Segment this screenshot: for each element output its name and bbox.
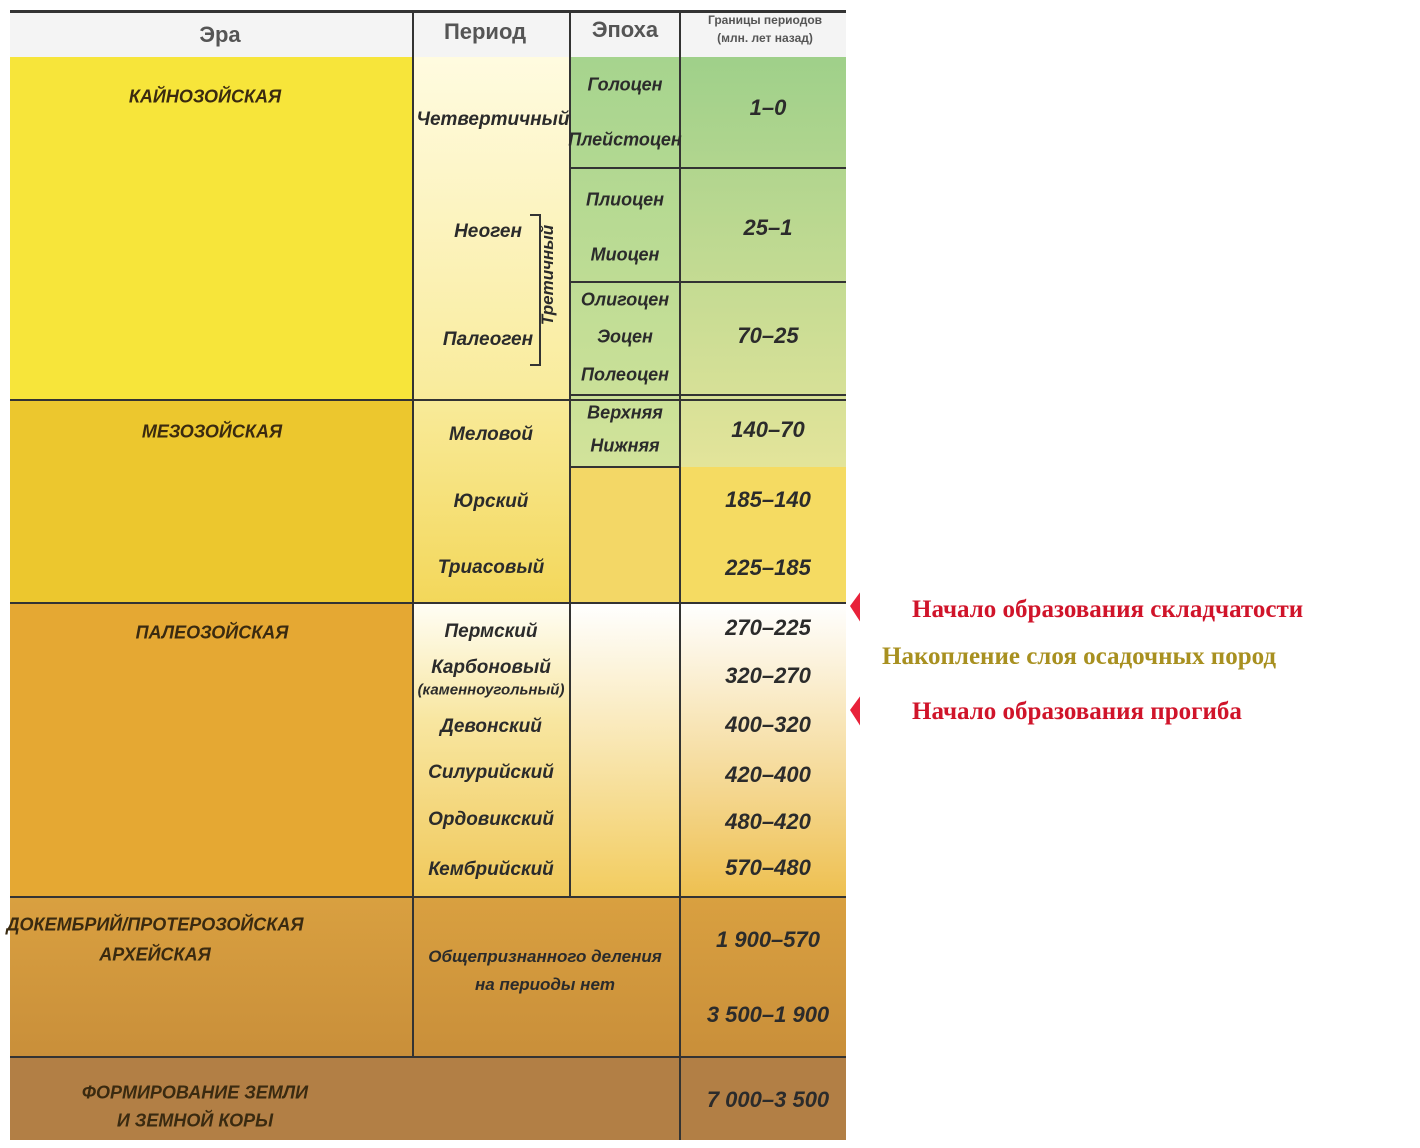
- boundary: 480–420: [725, 809, 811, 834]
- grid: [10, 10, 860, 1140]
- epoch: Верхняя: [587, 402, 663, 423]
- epoch: Плейстоцен: [568, 129, 682, 150]
- era-name: МЕЗОЗОЙСКАЯ: [141, 421, 283, 442]
- header-cell: Границы периодов: [707, 13, 823, 27]
- group-label: Третичный: [538, 224, 557, 326]
- boundary: 420–400: [725, 762, 811, 787]
- annotation: Начало образования складчатости: [912, 596, 1304, 623]
- epoch: Плиоцен: [586, 189, 664, 210]
- header-bg: [10, 10, 846, 60]
- boundary: 70–25: [737, 323, 799, 348]
- period: Общепризнанного деления: [428, 947, 662, 966]
- period-bg: [413, 57, 570, 603]
- period: Четвертичный: [416, 109, 570, 130]
- epoch: Эоцен: [597, 326, 653, 347]
- boundary: 1–0: [749, 95, 787, 120]
- period: Юрский: [453, 491, 529, 512]
- era-name: ФОРМИРОВАНИЕ ЗЕМЛИ: [81, 1082, 309, 1103]
- boundary: 400–320: [725, 712, 811, 737]
- era-name: КАЙНОЗОЙСКАЯ: [128, 86, 282, 107]
- period: (каменноугольный): [417, 681, 565, 699]
- boundary: 1 900–570: [716, 927, 820, 952]
- bound-bg: [680, 57, 846, 467]
- era-bg: [10, 400, 413, 603]
- epoch-bg: [570, 57, 680, 467]
- epoch: Миоцен: [590, 244, 660, 265]
- era-bg: [10, 897, 846, 1057]
- period: Меловой: [448, 424, 534, 445]
- header-cell: (млн. лет назад): [717, 31, 813, 45]
- epoch: Олигоцен: [580, 289, 670, 310]
- boundary: 140–70: [731, 417, 805, 442]
- epoch: Голоцен: [587, 74, 663, 95]
- boundary: 25–1: [743, 215, 793, 240]
- period: Пермский: [444, 621, 538, 642]
- era-name: ПАЛЕОЗОЙСКАЯ: [135, 622, 289, 643]
- epoch: Полеоцен: [581, 364, 669, 385]
- boundary: 225–185: [725, 555, 811, 580]
- annotation: Начало образования прогиба: [912, 698, 1242, 725]
- header-cell: Период: [443, 19, 527, 44]
- period: Силурийский: [428, 762, 554, 783]
- period: Неоген: [454, 221, 522, 242]
- boundary: 3 500–1 900: [706, 1002, 830, 1027]
- period: Ордовикский: [428, 809, 554, 830]
- period: Карбоновый: [431, 657, 551, 678]
- header-cell: Эпоха: [591, 17, 659, 42]
- boundary: 570–480: [725, 855, 811, 880]
- header-cell: Эра: [199, 22, 241, 47]
- annotation: Накопление слоя осадочных пород: [882, 643, 1277, 670]
- boundary: 185–140: [725, 487, 811, 512]
- era-bg: [10, 57, 413, 400]
- period: Девонский: [440, 716, 542, 737]
- period: на периоды нет: [474, 975, 616, 994]
- bound-bg: [680, 603, 846, 897]
- period: Триасовый: [437, 557, 545, 578]
- era-name: И ЗЕМНОЙ КОРЫ: [116, 1110, 274, 1131]
- epoch-bg: [570, 467, 680, 603]
- period: Палеоген: [442, 329, 534, 350]
- boundary: 7 000–3 500: [706, 1087, 830, 1112]
- era-bg: [10, 1057, 846, 1140]
- era-bg: [10, 603, 413, 897]
- epoch: Нижняя: [590, 435, 660, 456]
- period-bg: [413, 603, 570, 897]
- epoch-bg: [570, 603, 680, 897]
- period: Кембрийский: [428, 859, 554, 880]
- boundary: 270–225: [725, 615, 811, 640]
- era-name: АРХЕЙСКАЯ: [99, 944, 211, 965]
- era-name: ДОКЕМБРИЙ/ПРОТЕРОЗОЙСКАЯ: [6, 914, 304, 935]
- bound-bg: [680, 467, 846, 603]
- boundary: 320–270: [725, 663, 811, 688]
